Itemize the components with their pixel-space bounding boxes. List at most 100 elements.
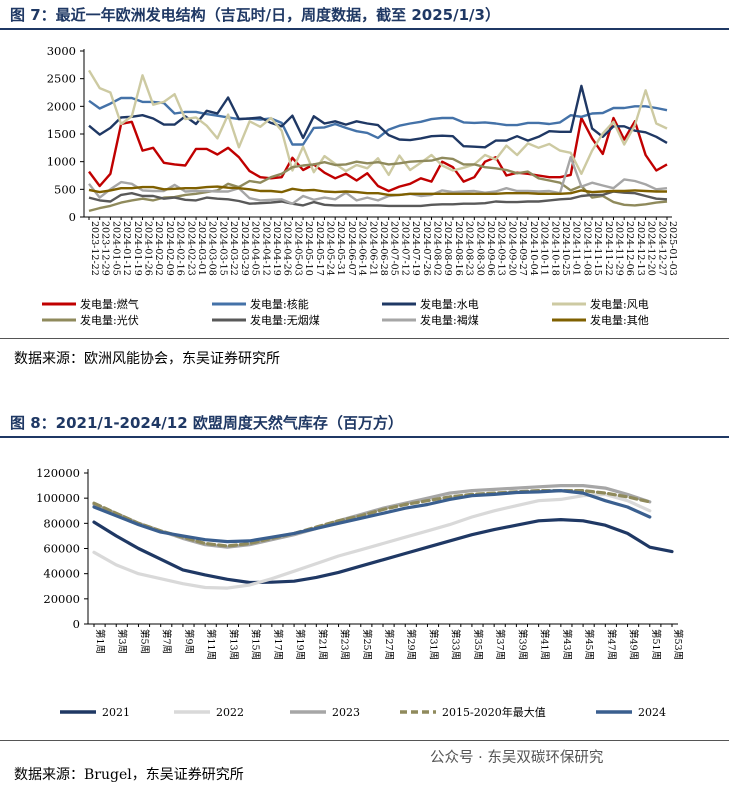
y-tick-label: 40000 bbox=[43, 567, 80, 581]
series-line-8 bbox=[88, 185, 667, 197]
x-tick-label: 2024-08-30 bbox=[474, 221, 485, 276]
y-tick-label: 1500 bbox=[47, 127, 76, 141]
x-tick-label: 2024-04-19 bbox=[271, 221, 282, 276]
x-tick-label: 2024-02-02 bbox=[153, 221, 164, 276]
x-tick-label: 2024-02-09 bbox=[164, 221, 175, 276]
watermark: 公众号 · 东吴双碳环保研究 bbox=[430, 750, 604, 766]
x-tick-label: 第9周 bbox=[183, 629, 195, 654]
x-tick-label: 第27周 bbox=[383, 629, 395, 660]
x-tick-label: 第45周 bbox=[583, 629, 595, 660]
legend-label: 2024 bbox=[638, 706, 666, 719]
x-tick-label: 2024-09-06 bbox=[485, 221, 496, 276]
x-tick-label: 2024-01-05 bbox=[110, 221, 121, 276]
x-tick-label: 2024-09-13 bbox=[496, 221, 507, 276]
x-tick-label: 2024-10-18 bbox=[549, 221, 560, 276]
y-tick-label: 2500 bbox=[47, 72, 76, 86]
x-tick-label: 2024-06-28 bbox=[378, 221, 389, 276]
x-tick-label: 第21周 bbox=[316, 629, 328, 660]
x-tick-label: 第37周 bbox=[494, 629, 506, 660]
x-tick-label: 2024-05-03 bbox=[292, 221, 303, 276]
series-line-7 bbox=[88, 155, 668, 205]
x-tick-label: 2024-10-25 bbox=[560, 221, 571, 276]
x-tick-label: 第41周 bbox=[539, 629, 551, 660]
x-tick-label: 2024-08-02 bbox=[432, 221, 443, 276]
y-tick-label: 1000 bbox=[47, 155, 76, 169]
x-tick-label: 2024-06-21 bbox=[367, 221, 378, 276]
x-tick-label: 2024-11-29 bbox=[613, 221, 624, 276]
x-tick-label: 2024-05-10 bbox=[303, 221, 314, 276]
x-tick-label: 第23周 bbox=[339, 629, 351, 660]
series-line-2021 bbox=[92, 517, 674, 585]
x-tick-label: 2024-12-20 bbox=[646, 221, 657, 276]
x-tick-label: 2024-02-16 bbox=[175, 221, 186, 276]
x-tick-label: 2024-04-26 bbox=[282, 221, 293, 276]
x-tick-label: 2024-03-15 bbox=[217, 221, 228, 276]
x-tick-label: 2024-11-08 bbox=[581, 221, 592, 276]
x-tick-label: 2024-03-01 bbox=[196, 221, 207, 276]
x-tick-label: 2024-02-23 bbox=[185, 221, 196, 276]
y-tick-label: 2000 bbox=[47, 99, 76, 113]
x-tick-label: 2024-06-14 bbox=[357, 221, 368, 276]
x-tick-label: 第19周 bbox=[294, 629, 306, 660]
x-tick-label: 2024-09-27 bbox=[517, 221, 528, 276]
x-tick-label: 第7周 bbox=[161, 629, 173, 654]
legend-label: 2023 bbox=[332, 706, 360, 719]
legend-label: 发电量:光伏 bbox=[80, 313, 139, 327]
y-tick-label: 20000 bbox=[43, 592, 80, 606]
x-tick-label: 第51周 bbox=[650, 629, 662, 660]
x-tick-label: 2024-10-04 bbox=[528, 221, 539, 276]
legend-label: 发电量:褐煤 bbox=[420, 313, 479, 327]
chart-gas-storage: 020000400006000080000100000120000第1周 第3周第… bbox=[36, 466, 684, 719]
x-tick-label: 第47周 bbox=[605, 629, 617, 660]
x-tick-label: 2024-08-09 bbox=[442, 221, 453, 276]
separator-top bbox=[0, 338, 729, 339]
x-tick-label: 2024-12-27 bbox=[656, 221, 667, 276]
legend-label: 发电量:燃气 bbox=[80, 297, 139, 311]
y-tick-label: 60000 bbox=[43, 542, 80, 556]
x-tick-label: 第39周 bbox=[516, 629, 528, 660]
x-tick-label: 2024-01-19 bbox=[132, 221, 143, 276]
y-tick-label: 100000 bbox=[36, 491, 80, 505]
x-tick-label: 2023-12-29 bbox=[100, 221, 111, 276]
x-tick-label: 2024-06-07 bbox=[346, 221, 357, 276]
x-tick-label: 2025-01-03 bbox=[667, 221, 678, 276]
x-tick-label: 2024-03-22 bbox=[228, 221, 239, 276]
x-tick-label: 2024-04-05 bbox=[250, 221, 261, 276]
legend-label: 发电量:其他 bbox=[590, 313, 649, 327]
x-tick-label: 2024-11-22 bbox=[603, 221, 614, 276]
x-tick-label: 2024-11-01 bbox=[571, 221, 582, 276]
y-tick-label: 120000 bbox=[36, 466, 80, 480]
figure7-source: 数据来源：欧洲风能协会，东吴证券研究所 bbox=[14, 351, 280, 367]
series-line-4 bbox=[87, 69, 668, 177]
x-tick-label: 2024-03-08 bbox=[207, 221, 218, 276]
x-tick-label: 2024-05-31 bbox=[335, 221, 346, 276]
y-tick-label: 0 bbox=[69, 210, 76, 224]
x-tick-label: 第35周 bbox=[472, 629, 484, 660]
figure8-source: 数据来源：Brugel，东吴证券研究所 bbox=[14, 767, 244, 783]
x-tick-label: 2024-07-12 bbox=[399, 221, 410, 276]
x-tick-label: 2024-08-16 bbox=[453, 221, 464, 276]
x-tick-label: 第31周 bbox=[427, 629, 439, 660]
x-tick-label: 第11周 bbox=[205, 629, 217, 660]
legend-label: 2015-2020年最大值 bbox=[442, 705, 546, 719]
y-tick-label: 80000 bbox=[43, 516, 80, 530]
x-tick-label: 第13周 bbox=[227, 629, 239, 660]
x-tick-label: 2024-07-05 bbox=[389, 221, 400, 276]
x-tick-label: 2024-07-19 bbox=[410, 221, 421, 276]
x-tick-label: 第43周 bbox=[561, 629, 573, 660]
x-tick-label: 2023-12-22 bbox=[89, 221, 100, 276]
x-tick-label: 2024-05-17 bbox=[314, 221, 325, 276]
x-tick-label: 2024-03-29 bbox=[239, 221, 250, 276]
x-tick-label: 第53周 bbox=[672, 629, 684, 660]
x-tick-label: 2024-12-06 bbox=[624, 221, 635, 276]
series-line-2 bbox=[88, 96, 668, 146]
x-tick-label: 2024-12-13 bbox=[635, 221, 646, 276]
x-tick-label: 第17周 bbox=[272, 629, 284, 660]
x-tick-label: 第3周 bbox=[116, 629, 128, 654]
chart-power-generation: 0 500 1000 1500 2000 2500 3000 2023-12-22 2023-1… bbox=[42, 44, 678, 327]
x-tick-label: 2024-09-20 bbox=[506, 221, 517, 276]
x-tick-label: 2024-07-26 bbox=[421, 221, 432, 276]
x-tick-label: 第15周 bbox=[250, 629, 262, 660]
x-tick-label: 2024-01-12 bbox=[121, 221, 132, 276]
legend-label: 发电量:水电 bbox=[420, 297, 479, 311]
